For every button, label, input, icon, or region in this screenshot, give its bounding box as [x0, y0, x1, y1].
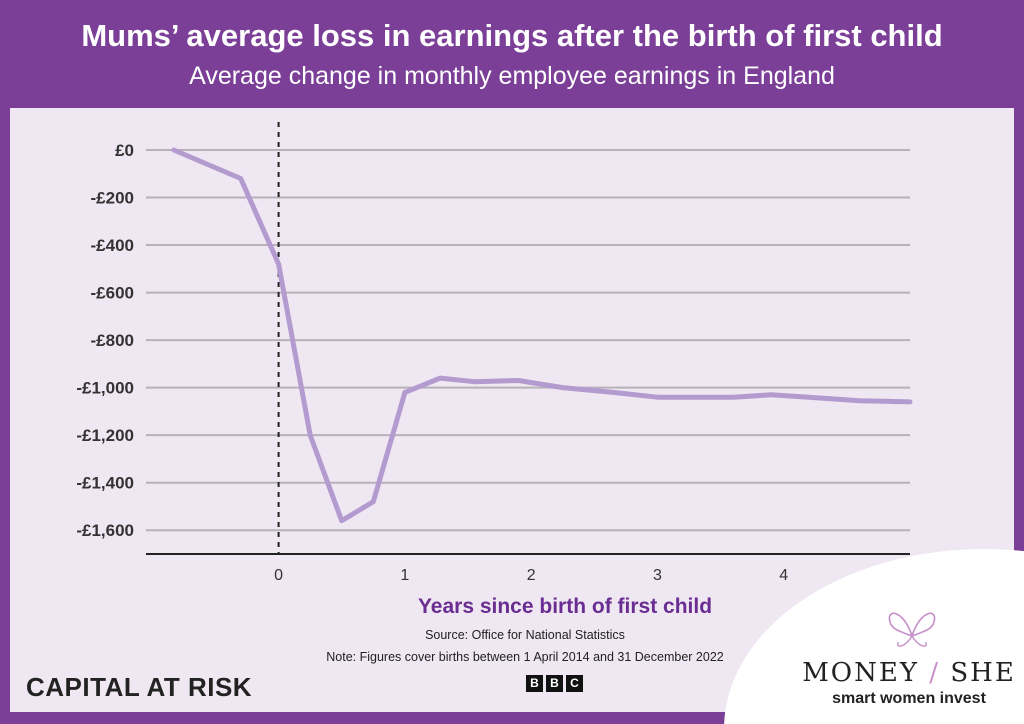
x-axis-label: Years since birth of first child — [417, 595, 713, 618]
y-tick-label: -£1,600 — [76, 521, 134, 540]
brand-tagline: smart women invest — [832, 690, 986, 707]
y-tick-label: £0 — [115, 141, 134, 160]
x-tick-label: 3 — [653, 567, 662, 584]
bbc-letter: C — [566, 675, 583, 692]
brand-right: SHE — [950, 658, 1016, 688]
butterfly-icon — [888, 612, 936, 647]
bbc-letter: B — [546, 675, 563, 692]
brand-left: MONEY — [802, 658, 920, 688]
x-tick-label: 1 — [400, 567, 409, 584]
y-tick-label: -£600 — [91, 284, 134, 303]
bbc-letter: B — [526, 675, 543, 692]
x-tick-label: 2 — [527, 567, 536, 584]
y-tick-label: -£800 — [91, 331, 134, 350]
y-tick-label: -£200 — [91, 189, 134, 208]
y-tick-label: -£400 — [91, 236, 134, 255]
x-tick-label: 0 — [274, 567, 283, 584]
note-text: Note: Figures cover births between 1 Apr… — [326, 650, 724, 664]
line-chart: £0 -£200 -£400 -£600 -£800 -£1,000 -£1,200 -£1,… — [76, 122, 915, 584]
chart-title: Mums’ average loss in earnings after the… — [81, 18, 943, 53]
bbc-logo: B B C — [526, 675, 583, 692]
earnings-series-line — [171, 147, 913, 524]
chart-panel: £0 -£200 -£400 -£600 -£800 -£1,000 -£1,200 -£1,… — [10, 108, 1014, 712]
capital-at-risk-label: CAPITAL AT RISK — [26, 672, 253, 702]
y-tick-label: -£1,400 — [76, 474, 134, 493]
y-tick-label: -£1,200 — [76, 426, 134, 445]
logo-background — [724, 549, 1024, 724]
source-text: Source: Office for National Statistics — [425, 628, 625, 642]
brand-slash: / — [929, 658, 941, 688]
y-tick-label: -£1,000 — [76, 379, 134, 398]
chart-subtitle: Average change in monthly employee earni… — [189, 62, 835, 90]
moneyshe-logo: MONEY / SHE smart women invest — [794, 594, 1024, 724]
brand-name: MONEY / SHE — [794, 658, 1024, 688]
